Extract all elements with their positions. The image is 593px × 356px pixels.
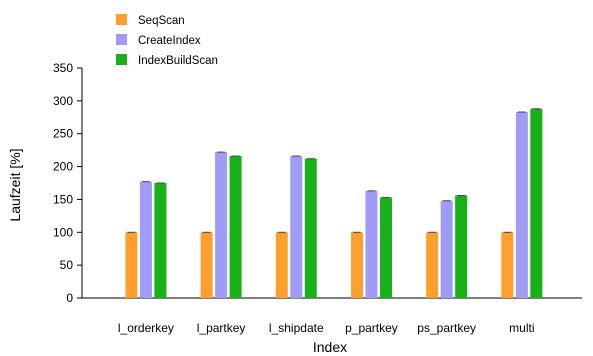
x-tick-label: multi (509, 321, 534, 335)
tick-labels: 0 50 100 150 200 250 300 350 l_orderkey l_partkey… (53, 61, 535, 335)
bar-SeqScan-p_partkey (350, 232, 363, 298)
legend-swatch-SeqScan (116, 14, 127, 25)
bars (125, 108, 543, 299)
bar-SeqScan-l_partkey (200, 232, 213, 298)
y-tick-label: 350 (53, 61, 73, 75)
x-tick-label: l_orderkey (118, 321, 174, 335)
bar-IndexBuildScan-p_partkey (379, 197, 392, 298)
legend-swatch-CreateIndex (116, 34, 127, 45)
y-tick-label: 0 (66, 291, 73, 305)
bar-SeqScan-l_shipdate (275, 232, 288, 298)
x-tick-label: l_partkey (197, 321, 246, 335)
bar-CreateIndex-l_orderkey (139, 181, 152, 298)
bar-CreateIndex-l_shipdate (290, 156, 303, 298)
legend-label-CreateIndex: CreateIndex (138, 35, 201, 47)
bar-SeqScan-ps_partkey (426, 232, 439, 298)
legend-label-IndexBuildScan: IndexBuildScan (138, 55, 218, 67)
legend: SeqScan CreateIndex IndexBuildScan (116, 14, 218, 67)
bar-CreateIndex-l_partkey (215, 152, 228, 298)
y-tick-label: 200 (53, 160, 73, 174)
x-tick-label: p_partkey (345, 321, 398, 335)
bar-IndexBuildScan-l_orderkey (154, 183, 167, 298)
x-axis-title: Index (313, 339, 347, 355)
y-tick-label: 300 (53, 94, 73, 108)
x-tick-label: l_shipdate (269, 321, 324, 335)
y-tick-label: 250 (53, 127, 73, 141)
y-tick-label: 150 (53, 192, 73, 206)
bar-IndexBuildScan-multi (530, 108, 543, 298)
y-axis-title: Laufzeit [%] (7, 148, 23, 221)
bar-IndexBuildScan-ps_partkey (455, 195, 468, 298)
x-tick-label: ps_partkey (417, 321, 476, 335)
legend-swatch-IndexBuildScan (116, 54, 127, 65)
bar-SeqScan-multi (501, 232, 514, 298)
bar-IndexBuildScan-l_shipdate (304, 158, 317, 298)
legend-label-SeqScan: SeqScan (138, 15, 185, 27)
y-tick-label: 100 (53, 225, 73, 239)
bar-CreateIndex-ps_partkey (440, 200, 453, 298)
bar-CreateIndex-p_partkey (365, 190, 378, 298)
y-tick-label: 50 (60, 258, 74, 272)
bar-CreateIndex-multi (515, 112, 528, 299)
bar-IndexBuildScan-l_partkey (229, 156, 242, 298)
bar-SeqScan-l_orderkey (125, 232, 138, 298)
